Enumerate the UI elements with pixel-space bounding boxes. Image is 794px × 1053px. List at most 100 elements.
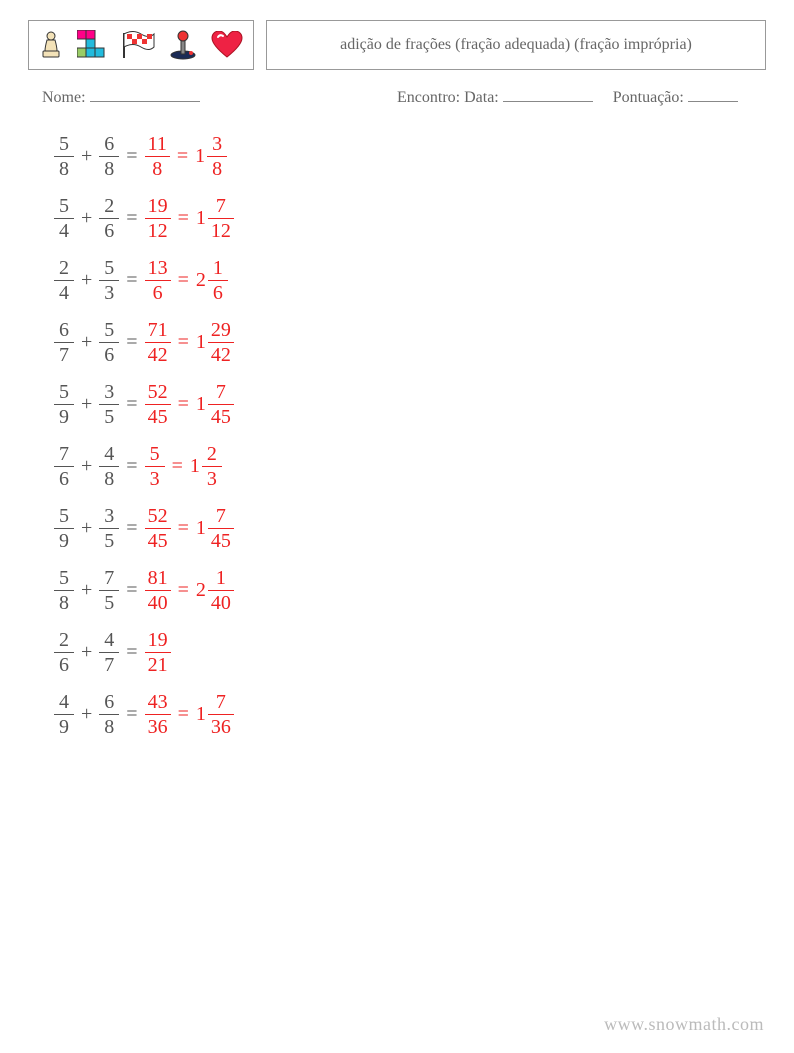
equals-sign: = bbox=[165, 455, 190, 478]
answer-improper: 118 bbox=[145, 134, 170, 179]
plus-operator: + bbox=[74, 455, 99, 478]
equals-sign: = bbox=[119, 579, 144, 602]
fraction: 136 bbox=[145, 258, 171, 303]
denominator: 8 bbox=[147, 159, 167, 179]
denominator: 36 bbox=[145, 717, 171, 737]
answer-mixed: 1745 bbox=[196, 506, 234, 551]
icon-box bbox=[28, 20, 254, 70]
fraction-bar bbox=[145, 590, 171, 591]
fraction: 53 bbox=[145, 444, 165, 489]
fraction-bar bbox=[208, 714, 234, 715]
fraction-bar bbox=[99, 714, 119, 715]
numerator: 1 bbox=[208, 258, 228, 278]
numerator: 13 bbox=[145, 258, 171, 278]
denominator: 45 bbox=[145, 407, 171, 427]
fraction: 712 bbox=[208, 196, 234, 241]
fraction-bar bbox=[145, 280, 171, 281]
answer-mixed: 123 bbox=[190, 444, 222, 489]
denominator: 6 bbox=[99, 345, 119, 365]
numerator: 7 bbox=[211, 692, 231, 712]
problem-row: 24+53=136=216 bbox=[54, 249, 766, 311]
denominator: 8 bbox=[54, 593, 74, 613]
numerator: 3 bbox=[207, 134, 227, 154]
numerator: 4 bbox=[99, 630, 119, 650]
fraction: 16 bbox=[208, 258, 228, 303]
denominator: 6 bbox=[99, 221, 119, 241]
numerator: 81 bbox=[145, 568, 171, 588]
fraction: 49 bbox=[54, 692, 74, 737]
numerator: 7 bbox=[211, 196, 231, 216]
answer-improper: 136 bbox=[145, 258, 171, 303]
answer-improper: 7142 bbox=[145, 320, 171, 365]
numerator: 7 bbox=[211, 506, 231, 526]
date-blank bbox=[503, 86, 593, 102]
fraction-bar bbox=[208, 404, 234, 405]
worksheet-page: adição de frações (fração adequada) (fra… bbox=[0, 0, 794, 745]
problem-list: 58+68=118=13854+26=1912=171224+53=136=21… bbox=[54, 125, 766, 745]
numerator: 5 bbox=[54, 568, 74, 588]
denominator: 12 bbox=[208, 221, 234, 241]
numerator: 5 bbox=[54, 382, 74, 402]
plus-operator: + bbox=[74, 517, 99, 540]
answer-improper: 5245 bbox=[145, 382, 171, 427]
numerator: 5 bbox=[54, 196, 74, 216]
fraction-bar bbox=[145, 528, 171, 529]
problem-row: 59+35=5245=1745 bbox=[54, 497, 766, 559]
answer-mixed: 216 bbox=[196, 258, 228, 303]
numerator: 6 bbox=[99, 692, 119, 712]
fraction: 75 bbox=[99, 568, 119, 613]
numerator: 7 bbox=[54, 444, 74, 464]
fraction-bar bbox=[99, 156, 119, 157]
denominator: 40 bbox=[208, 593, 234, 613]
fraction-bar bbox=[145, 342, 171, 343]
fraction-bar bbox=[145, 466, 165, 467]
fraction-bar bbox=[54, 590, 74, 591]
denominator: 8 bbox=[99, 469, 119, 489]
numerator: 6 bbox=[99, 134, 119, 154]
name-label: Nome: bbox=[42, 89, 86, 106]
fraction-bar bbox=[99, 342, 119, 343]
answer-improper: 1912 bbox=[145, 196, 171, 241]
denominator: 4 bbox=[54, 283, 74, 303]
denominator: 6 bbox=[54, 655, 74, 675]
denominator: 21 bbox=[145, 655, 171, 675]
name-blank bbox=[90, 86, 200, 102]
equals-sign: = bbox=[119, 393, 144, 416]
plus-operator: + bbox=[74, 207, 99, 230]
date-label: Encontro: Data: bbox=[397, 89, 499, 106]
fraction: 7142 bbox=[145, 320, 171, 365]
numerator: 3 bbox=[99, 506, 119, 526]
fraction-bar bbox=[145, 652, 171, 653]
mixed-whole: 1 bbox=[196, 207, 208, 230]
equals-sign: = bbox=[171, 517, 196, 540]
denominator: 8 bbox=[99, 159, 119, 179]
watermark: www.snowmath.com bbox=[604, 1014, 764, 1035]
fraction-bar bbox=[145, 218, 171, 219]
answer-mixed: 1736 bbox=[196, 692, 234, 737]
numerator: 52 bbox=[145, 506, 171, 526]
fraction: 5245 bbox=[145, 506, 171, 551]
denominator: 5 bbox=[99, 593, 119, 613]
numerator: 5 bbox=[54, 134, 74, 154]
numerator: 2 bbox=[54, 258, 74, 278]
fraction-bar bbox=[208, 280, 228, 281]
denominator: 9 bbox=[54, 717, 74, 737]
answer-improper: 5245 bbox=[145, 506, 171, 551]
fraction: 53 bbox=[99, 258, 119, 303]
fraction: 745 bbox=[208, 382, 234, 427]
fraction-bar bbox=[208, 590, 234, 591]
denominator: 8 bbox=[207, 159, 227, 179]
fraction: 67 bbox=[54, 320, 74, 365]
numerator: 52 bbox=[145, 382, 171, 402]
fraction-bar bbox=[54, 280, 74, 281]
fraction-bar bbox=[208, 342, 234, 343]
numerator: 19 bbox=[145, 630, 171, 650]
fraction: 59 bbox=[54, 506, 74, 551]
problem-row: 76+48=53=123 bbox=[54, 435, 766, 497]
plus-operator: + bbox=[74, 145, 99, 168]
answer-mixed: 1712 bbox=[196, 196, 234, 241]
denominator: 3 bbox=[99, 283, 119, 303]
plus-operator: + bbox=[74, 579, 99, 602]
meta-right: Encontro: Data: Pontuação: bbox=[397, 86, 766, 107]
fraction-bar bbox=[54, 466, 74, 467]
